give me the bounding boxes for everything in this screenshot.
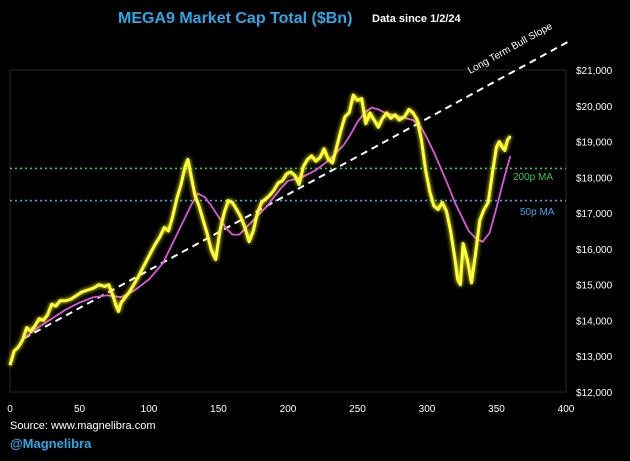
ref-label-50p: 50p MA [520, 207, 555, 218]
x-tick-label: 150 [210, 404, 227, 415]
y-tick-label: $13,000 [576, 352, 613, 363]
x-tick-label: 0 [7, 404, 13, 415]
y-tick-label: $18,000 [576, 173, 613, 184]
series-line-moving-average [23, 106, 512, 340]
y-tick-label: $17,000 [576, 209, 613, 220]
source-note: Source: www.magnelibra.com [10, 420, 156, 432]
plot-area [9, 69, 567, 393]
y-tick-label: $19,000 [576, 138, 613, 149]
x-tick-label: 250 [349, 404, 366, 415]
y-tick-label: $20,000 [576, 102, 613, 113]
chart-title: MEGA9 Market Cap Total ($Bn) [118, 10, 352, 27]
series-line-market-cap [8, 93, 512, 366]
y-tick-label: $21,000 [576, 66, 613, 77]
x-tick-label: 50 [74, 404, 86, 415]
x-tick-label: 350 [488, 404, 505, 415]
y-tick-label: $14,000 [576, 316, 613, 327]
x-tick-label: 200 [280, 404, 297, 415]
ref-label-200p: 200p MA [513, 172, 553, 183]
x-tick-label: 400 [558, 404, 575, 415]
author-handle: @Magnelibra [10, 436, 92, 451]
x-tick-label: 300 [419, 404, 436, 415]
x-tick-label: 100 [141, 404, 158, 415]
y-tick-label: $15,000 [576, 281, 613, 292]
chart-subtitle: Data since 1/2/24 [372, 13, 462, 25]
series-line-bull-slope [23, 40, 570, 340]
bull-slope-label: Long Term Bull Slope [466, 21, 555, 77]
y-tick-label: $16,000 [576, 245, 613, 256]
y-tick-label: $12,000 [576, 388, 613, 399]
